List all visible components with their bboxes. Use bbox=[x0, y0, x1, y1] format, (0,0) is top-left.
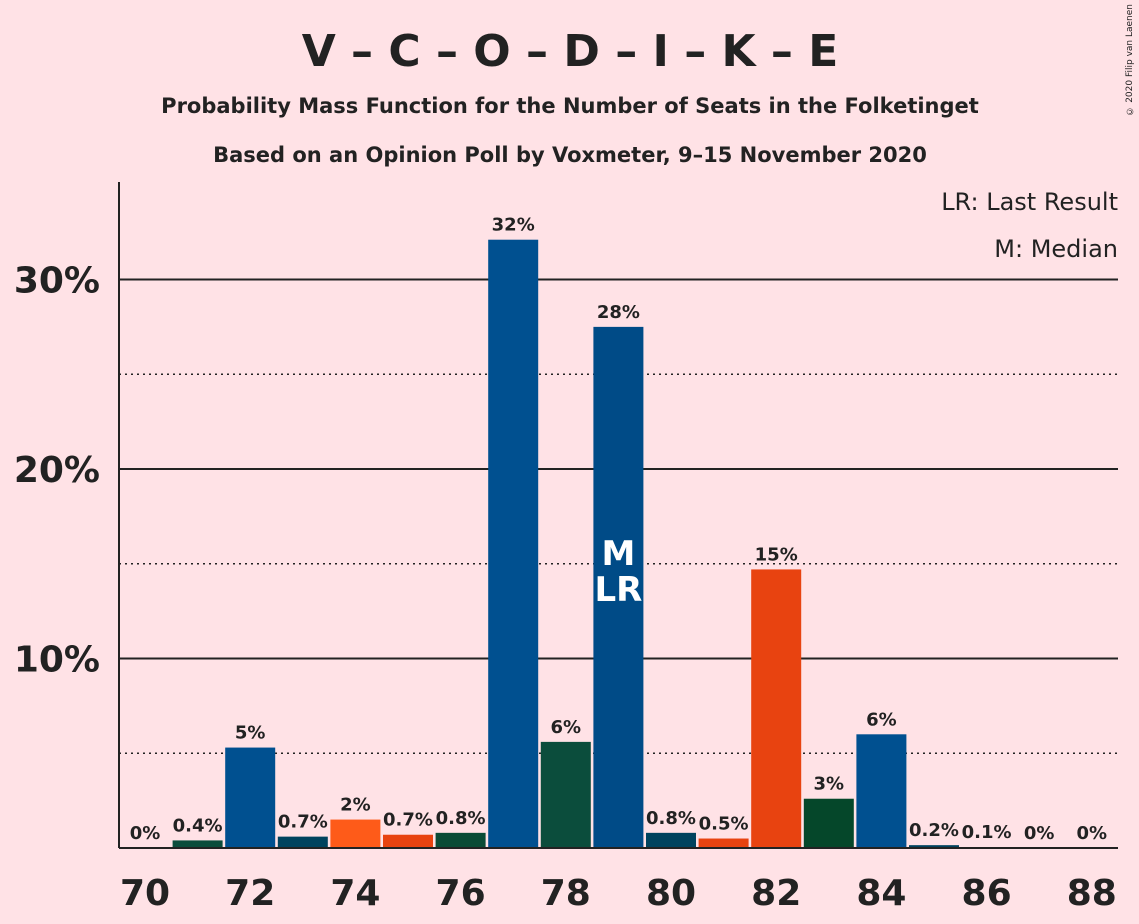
bar bbox=[435, 832, 486, 848]
copyright-notice: © 2020 Filip van Laenen bbox=[1125, 4, 1135, 116]
chart-title: V – C – O – D – I – K – E bbox=[302, 26, 839, 77]
bar bbox=[330, 819, 381, 848]
bar-labels: 0% 0.4%5%0.7%2%0.7% 0.8%32%6%28%0.8% 0.5%15… bbox=[130, 215, 1107, 844]
x-tick-label: 88 bbox=[1067, 873, 1117, 914]
bar-value-label: 0.7% bbox=[278, 812, 328, 833]
bar-value-label: 0.8% bbox=[646, 808, 696, 829]
x-tick-label: 70 bbox=[120, 873, 170, 914]
bar-value-label: 0% bbox=[1024, 823, 1055, 844]
y-tick-label: 20% bbox=[14, 450, 100, 491]
bar bbox=[172, 840, 223, 848]
bar bbox=[751, 569, 802, 848]
bar bbox=[488, 239, 539, 848]
bar bbox=[277, 836, 328, 848]
axes: 10% 20% 30% 70 72 74 76 78 80 82 84 86 88 bbox=[14, 182, 1118, 914]
bar-value-label: 0.2% bbox=[909, 820, 959, 841]
bar bbox=[856, 734, 907, 848]
x-tick-label: 86 bbox=[962, 873, 1012, 914]
bar-value-label: 0% bbox=[130, 823, 161, 844]
x-tick-label: 82 bbox=[751, 873, 801, 914]
x-tick-label: 72 bbox=[225, 873, 275, 914]
annotations: MLR bbox=[594, 534, 642, 610]
x-tick-label: 74 bbox=[330, 873, 380, 914]
bar-value-label: 28% bbox=[597, 302, 640, 323]
bar-value-label: 2% bbox=[340, 795, 371, 816]
bar bbox=[593, 326, 644, 848]
bar bbox=[909, 845, 959, 848]
legend-last-result: LR: Last Result bbox=[941, 188, 1118, 216]
y-tick-label: 10% bbox=[14, 640, 100, 681]
bar bbox=[383, 834, 433, 848]
bar-value-label: 3% bbox=[814, 774, 845, 795]
bar bbox=[803, 798, 854, 848]
chart-subtitle-2: Based on an Opinion Poll by Voxmeter, 9–… bbox=[213, 143, 927, 167]
legend-median: M: Median bbox=[994, 235, 1118, 263]
bar-value-label: 0.5% bbox=[699, 814, 749, 835]
chart-subtitle-1: Probability Mass Function for the Number… bbox=[161, 94, 979, 118]
x-tick-label: 78 bbox=[541, 873, 591, 914]
bar-value-label: 0.4% bbox=[173, 815, 223, 836]
bar-annotation: M bbox=[601, 534, 635, 574]
bar bbox=[225, 747, 276, 848]
bar bbox=[646, 832, 696, 848]
bars bbox=[172, 239, 1012, 848]
bar bbox=[540, 741, 591, 848]
bar-value-label: 15% bbox=[755, 544, 798, 565]
bar bbox=[698, 838, 749, 848]
bar-value-label: 0% bbox=[1077, 823, 1108, 844]
bar-value-label: 6% bbox=[551, 717, 582, 738]
bar-value-label: 0.8% bbox=[436, 808, 486, 829]
bar-value-label: 6% bbox=[866, 709, 897, 730]
x-tick-label: 76 bbox=[436, 873, 486, 914]
bar-value-label: 0.7% bbox=[383, 810, 433, 831]
y-tick-label: 30% bbox=[14, 261, 100, 302]
bar-value-label: 0.1% bbox=[962, 822, 1012, 843]
x-tick-label: 84 bbox=[856, 873, 906, 914]
x-tick-label: 80 bbox=[646, 873, 696, 914]
bar-value-label: 32% bbox=[492, 215, 535, 236]
bar-annotation: LR bbox=[594, 570, 642, 610]
bar-value-label: 5% bbox=[235, 723, 266, 744]
